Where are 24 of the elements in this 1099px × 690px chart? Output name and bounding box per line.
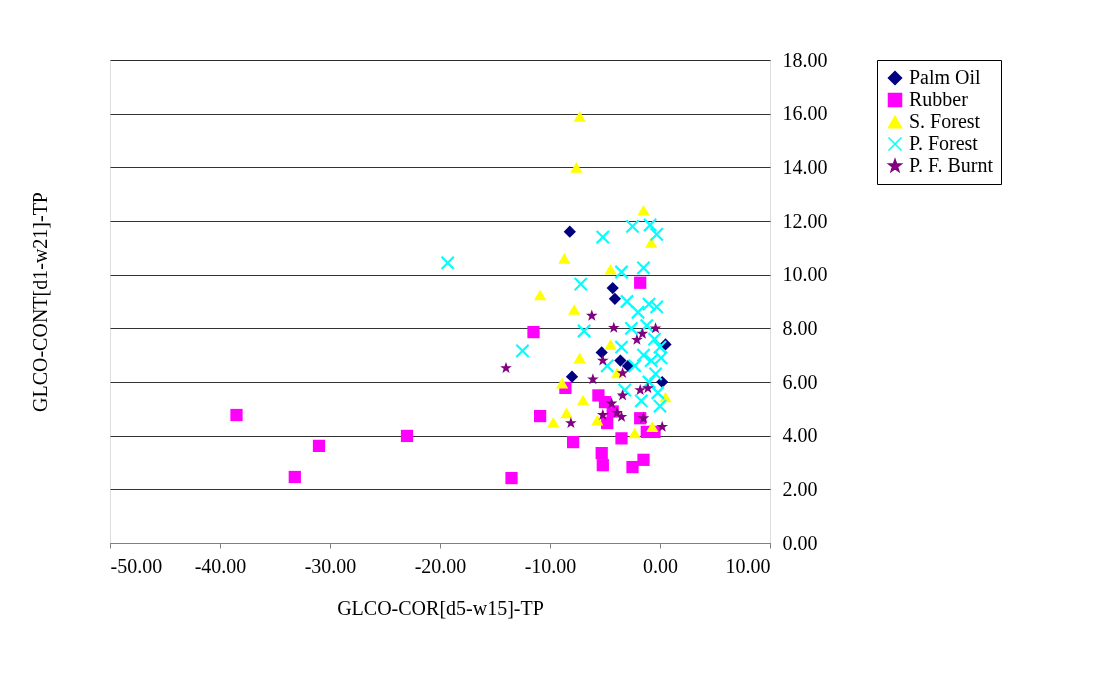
legend-label: P. F. Burnt bbox=[909, 154, 994, 176]
y-tick-label: 12.00 bbox=[782, 209, 828, 232]
y-axis-title: GLCO-CONT[d1-w21]-TP bbox=[28, 192, 51, 412]
y-tick-label: 2.00 bbox=[782, 477, 818, 500]
y-tick-label: 16.00 bbox=[782, 102, 828, 125]
y-tick-label: 18.00 bbox=[782, 48, 828, 71]
y-tick-label: 8.00 bbox=[782, 316, 818, 339]
legend-label: Palm Oil bbox=[909, 66, 982, 88]
x-tick-label: -30.00 bbox=[304, 554, 357, 577]
x-tick-label: -50.00 bbox=[110, 554, 163, 577]
x-tick-label: -40.00 bbox=[194, 554, 247, 577]
legend-label: Rubber bbox=[909, 88, 969, 110]
y-tick-label: 10.00 bbox=[782, 263, 828, 286]
y-tick-label: 14.00 bbox=[782, 155, 828, 178]
y-tick-label: 0.00 bbox=[782, 531, 818, 554]
x-tick-label: -10.00 bbox=[524, 554, 577, 577]
legend-label: P. Forest bbox=[909, 132, 979, 154]
x-tick-label: -20.00 bbox=[414, 554, 467, 577]
y-tick-label: 6.00 bbox=[782, 370, 818, 393]
x-tick-label: 0.00 bbox=[643, 554, 678, 577]
x-axis-title: GLCO-COR[d5-w15]-TP bbox=[337, 596, 544, 619]
x-tick-label: 10.00 bbox=[725, 554, 771, 577]
legend-label: S. Forest bbox=[909, 110, 981, 132]
y-tick-label: 4.00 bbox=[782, 424, 818, 447]
